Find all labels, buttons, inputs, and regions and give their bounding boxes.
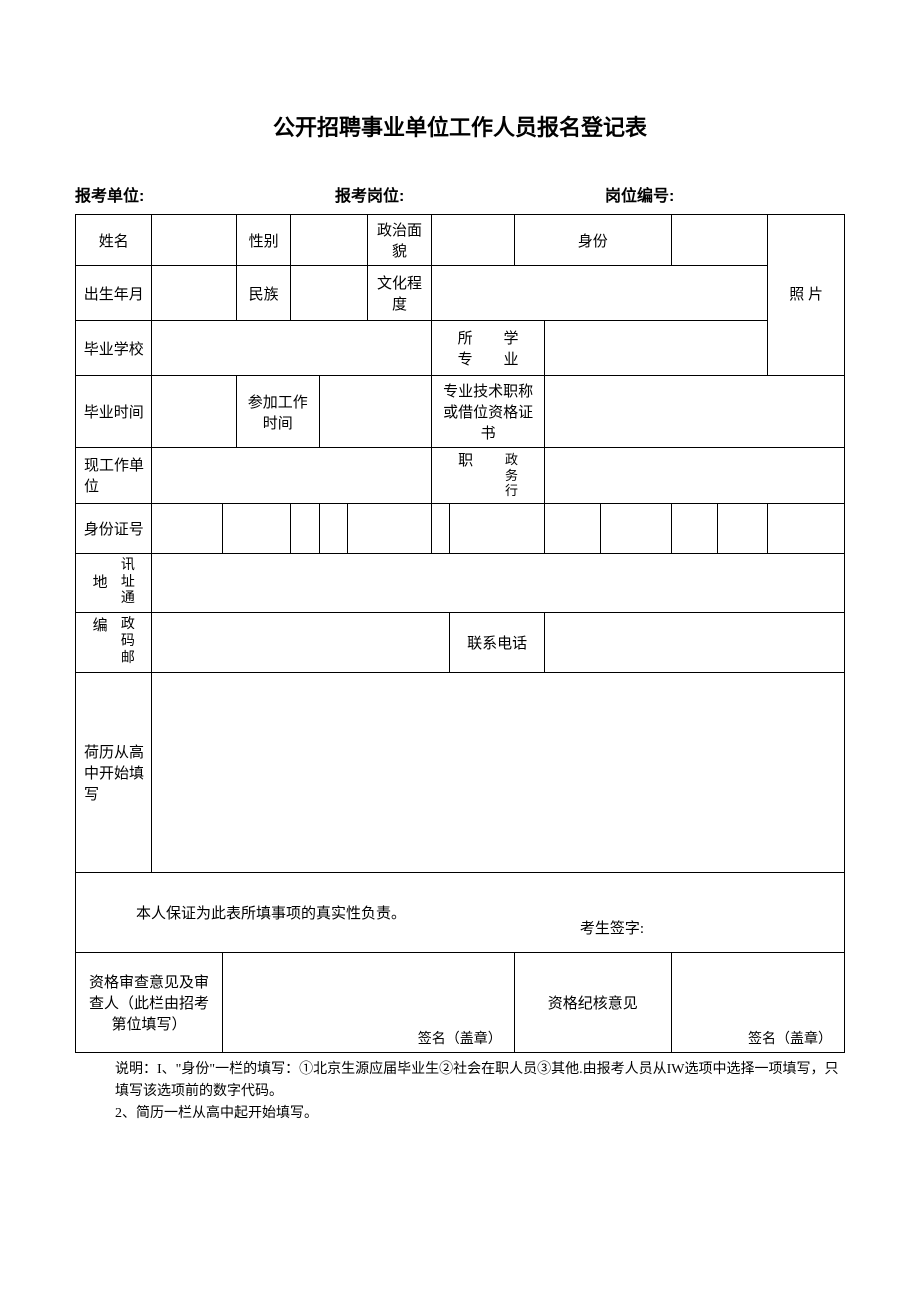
label-review1: 资格审查意见及审查人（此栏由招考第位填写） xyxy=(76,952,223,1052)
field-education[interactable] xyxy=(432,266,768,321)
field-id-9[interactable] xyxy=(601,503,671,553)
field-resume[interactable] xyxy=(152,672,845,872)
label-birth: 出生年月 xyxy=(76,266,152,321)
note-line-1: 说明：I、"身份"一栏的填写：①北京生源应届毕业生②社会在职人员③其他.由报考人… xyxy=(115,1059,845,1104)
declaration-text: 本人保证为此表所填事项的真实性负责。 xyxy=(96,902,824,923)
field-id-6[interactable] xyxy=(432,503,450,553)
registration-table: 姓名 性别 政治面貌 身份 照 片 出生年月 民族 文化程度 毕业学校 所 学 … xyxy=(75,214,845,1053)
header-row: 报考单位: 报考岗位: 岗位编号: xyxy=(75,182,845,206)
label-workstart: 参加工作时间 xyxy=(237,376,320,448)
label-education: 文化程度 xyxy=(367,266,431,321)
field-major[interactable] xyxy=(544,321,767,376)
candidate-sign-label: 考生签字: xyxy=(580,917,644,938)
sign-stamp-2: 签名（盖章） xyxy=(748,1028,832,1048)
field-current-unit[interactable] xyxy=(152,448,432,504)
header-code: 岗位编号: xyxy=(605,182,845,206)
field-review2[interactable]: 签名（盖章） xyxy=(671,952,844,1052)
field-job[interactable] xyxy=(544,448,844,504)
field-cert[interactable] xyxy=(544,376,844,448)
field-political[interactable] xyxy=(432,215,515,266)
declaration-cell: 本人保证为此表所填事项的真实性负责。 考生签字: xyxy=(76,872,845,952)
field-id-10[interactable] xyxy=(671,503,717,553)
field-gender[interactable] xyxy=(291,215,367,266)
field-address[interactable] xyxy=(152,553,845,612)
label-phone: 联系电话 xyxy=(450,613,545,672)
header-unit: 报考单位: xyxy=(75,182,335,206)
field-phone[interactable] xyxy=(544,613,844,672)
sign-stamp-1: 签名（盖章） xyxy=(418,1028,502,1048)
label-ethnicity: 民族 xyxy=(237,266,291,321)
header-position: 报考岗位: xyxy=(335,182,605,206)
field-workstart[interactable] xyxy=(319,376,432,448)
field-ethnicity[interactable] xyxy=(291,266,367,321)
field-postal[interactable] xyxy=(152,613,450,672)
field-id-11[interactable] xyxy=(718,503,768,553)
label-gender: 性别 xyxy=(237,215,291,266)
field-birth[interactable] xyxy=(152,266,237,321)
label-cert: 专业技术职称或借位资格证书 xyxy=(432,376,545,448)
field-id-8[interactable] xyxy=(544,503,600,553)
label-gradtime: 毕业时间 xyxy=(76,376,152,448)
field-id-1[interactable] xyxy=(152,503,222,553)
field-review1[interactable]: 签名（盖章） xyxy=(222,952,514,1052)
note-line-2: 2、简历一栏从高中起开始填写。 xyxy=(115,1103,845,1125)
label-major: 所 学 专 业 xyxy=(432,321,545,376)
field-school[interactable] xyxy=(152,321,432,376)
label-school: 毕业学校 xyxy=(76,321,152,376)
label-name: 姓名 xyxy=(76,215,152,266)
field-id-3[interactable] xyxy=(291,503,319,553)
field-id-7[interactable] xyxy=(450,503,545,553)
label-identity: 身份 xyxy=(514,215,671,266)
field-name[interactable] xyxy=(152,215,237,266)
field-id-4[interactable] xyxy=(319,503,347,553)
label-review2: 资格纪核意见 xyxy=(514,952,671,1052)
notes-section: 说明：I、"身份"一栏的填写：①北京生源应届毕业生②社会在职人员③其他.由报考人… xyxy=(75,1059,845,1126)
form-title: 公开招聘事业单位工作人员报名登记表 xyxy=(75,110,845,142)
label-political: 政治面貌 xyxy=(367,215,431,266)
label-resume: 荷历从高中开始填写 xyxy=(76,672,152,872)
field-gradtime[interactable] xyxy=(152,376,237,448)
field-identity[interactable] xyxy=(671,215,768,266)
photo-cell[interactable]: 照 片 xyxy=(768,215,845,376)
field-id-12[interactable] xyxy=(768,503,845,553)
field-id-2[interactable] xyxy=(222,503,290,553)
label-job: 职 政 务 行 xyxy=(432,448,545,504)
label-current-unit: 现工作单位 xyxy=(76,448,152,504)
label-postal: 编 政 码 邮 xyxy=(76,613,152,672)
label-idnumber: 身份证号 xyxy=(76,503,152,553)
label-address: 地 讯 址 通 xyxy=(76,553,152,612)
field-id-5[interactable] xyxy=(347,503,432,553)
